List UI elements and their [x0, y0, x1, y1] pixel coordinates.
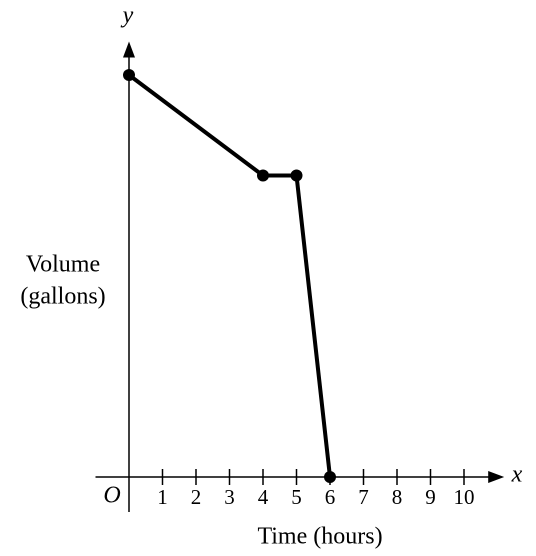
y-axis-arrow	[123, 41, 135, 58]
x-axis-letter: x	[511, 462, 523, 488]
x-tick-label: 5	[291, 485, 302, 509]
y-axis-letter: y	[121, 3, 134, 29]
data-point	[290, 169, 303, 182]
x-tick-label: 10	[454, 485, 475, 509]
x-tick-label: 1	[157, 485, 168, 509]
data-point	[123, 69, 135, 81]
data-line	[127, 73, 332, 478]
x-tick-label: 4	[258, 485, 269, 509]
x-axis-label: Time (hours)	[257, 524, 382, 550]
x-tick-label: 7	[358, 485, 369, 509]
data-point	[257, 169, 269, 182]
y-axis-label: (gallons)	[20, 284, 105, 310]
y-axis-label: Volume	[26, 252, 100, 278]
origin-label: O	[103, 483, 120, 509]
x-tick-label: 2	[191, 485, 202, 509]
x-tick-label: 8	[392, 485, 403, 509]
x-tick-label: 3	[224, 485, 235, 509]
x-axis-arrow	[488, 471, 505, 483]
x-tick-label: 9	[425, 485, 436, 509]
data-point	[324, 471, 336, 483]
x-tick-label: 6	[325, 485, 336, 509]
